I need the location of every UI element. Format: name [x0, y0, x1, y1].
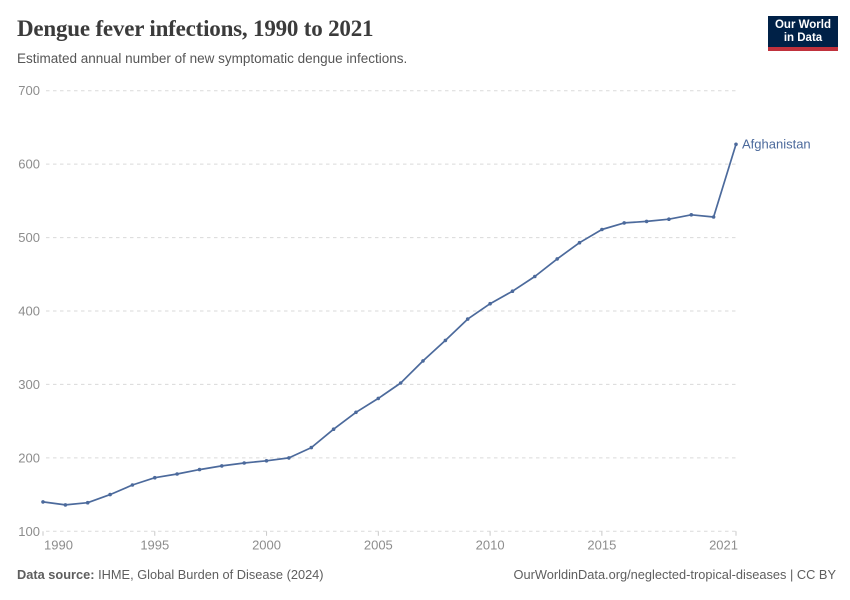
data-point[interactable] — [220, 464, 224, 468]
data-source-text: IHME, Global Burden of Disease (2024) — [94, 567, 324, 582]
data-point[interactable] — [153, 475, 157, 480]
data-point[interactable] — [242, 461, 246, 465]
x-axis-tick-label: 2000 — [252, 538, 281, 553]
y-axis-tick-label: 400 — [18, 304, 40, 319]
data-point[interactable] — [689, 213, 694, 217]
data-point[interactable] — [577, 240, 582, 245]
data-point[interactable] — [108, 492, 112, 497]
data-point[interactable] — [85, 500, 90, 505]
data-point[interactable] — [41, 500, 45, 504]
y-axis-tick-label: 100 — [18, 524, 40, 539]
credit-link[interactable]: OurWorldinData.org/neglected-tropical-di… — [513, 567, 836, 582]
data-point[interactable] — [533, 274, 537, 279]
y-axis-tick-label: 500 — [18, 230, 40, 245]
data-point[interactable] — [264, 459, 269, 463]
x-axis-tick-label: 2015 — [587, 538, 616, 553]
data-line[interactable] — [42, 143, 737, 506]
data-point[interactable] — [309, 445, 314, 450]
data-point[interactable] — [644, 219, 649, 224]
data-point[interactable] — [622, 221, 626, 225]
data-point[interactable] — [465, 317, 470, 321]
data-point[interactable] — [175, 472, 179, 476]
data-point[interactable] — [734, 142, 738, 147]
owid-logo-line1: Our World — [774, 19, 831, 31]
data-point[interactable] — [354, 410, 358, 415]
x-axis-tick-label: 1990 — [44, 538, 73, 553]
chart-subtitle: Estimated annual number of new symptomat… — [17, 51, 408, 66]
data-source: Data source: IHME, Global Burden of Dise… — [17, 567, 324, 582]
y-axis-tick-label: 200 — [18, 450, 40, 465]
series-label: Afghanistan — [742, 136, 811, 151]
data-point[interactable] — [600, 227, 604, 232]
y-axis-tick-label: 600 — [18, 157, 40, 172]
chart-title: Dengue fever infections, 1990 to 2021 — [17, 16, 374, 41]
x-axis-tick-label: 1995 — [140, 538, 169, 553]
y-axis-tick-label: 700 — [18, 83, 40, 98]
data-point[interactable] — [555, 257, 559, 261]
data-point[interactable] — [197, 467, 202, 472]
chart-footer: Data source: IHME, Global Burden of Dise… — [17, 567, 836, 582]
data-point[interactable] — [63, 503, 68, 507]
x-axis-tick-label: 2021 — [709, 538, 738, 553]
data-point[interactable] — [711, 215, 716, 219]
data-point[interactable] — [376, 396, 381, 401]
data-point[interactable] — [667, 217, 671, 221]
data-point[interactable] — [130, 483, 135, 487]
data-point[interactable] — [443, 338, 448, 343]
owid-logo-line2: in Data — [783, 32, 823, 44]
data-source-label: Data source: — [17, 567, 95, 582]
chart-header: Dengue fever infections, 1990 to 2021 Es… — [17, 14, 750, 67]
data-point[interactable] — [510, 289, 515, 294]
data-point[interactable] — [398, 381, 403, 385]
data-point[interactable] — [287, 456, 291, 460]
data-point[interactable] — [331, 427, 336, 432]
data-point[interactable] — [488, 301, 492, 306]
owid-logo[interactable]: Our World in Data — [768, 16, 838, 51]
y-axis-tick-label: 300 — [18, 377, 40, 392]
x-axis-tick-label: 2005 — [364, 538, 393, 553]
data-point[interactable] — [421, 359, 425, 363]
x-axis-tick-label: 2010 — [476, 538, 505, 553]
